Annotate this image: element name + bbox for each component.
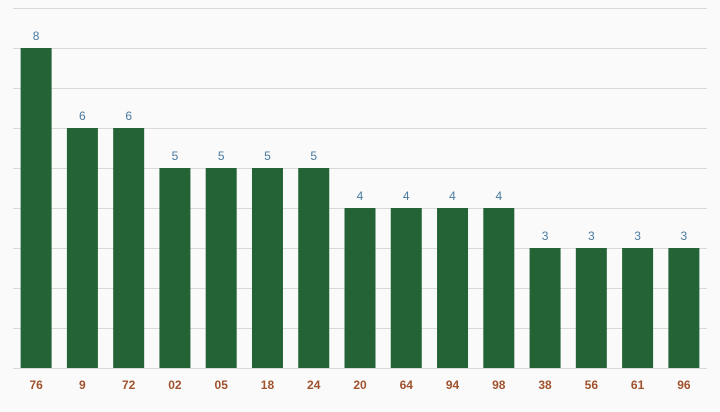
x-axis-tick-labels: 76 9 72 02 05 18 24 20 64 94 98 38 56 61 96 bbox=[29, 378, 690, 392]
bar-94[interactable] bbox=[437, 208, 469, 368]
bar-76[interactable] bbox=[20, 48, 52, 368]
x-tick-label-61: 61 bbox=[631, 378, 645, 392]
data-label-72: 6 bbox=[125, 109, 132, 123]
x-tick-label-98: 98 bbox=[492, 378, 506, 392]
x-tick-label-94: 94 bbox=[446, 378, 460, 392]
data-label-9: 6 bbox=[79, 109, 86, 123]
data-labels: 8 6 6 5 5 5 5 4 4 4 4 3 3 3 3 bbox=[33, 29, 688, 243]
data-label-98: 4 bbox=[495, 189, 502, 203]
data-label-96: 3 bbox=[681, 229, 688, 243]
data-label-02: 5 bbox=[172, 149, 179, 163]
data-label-64: 4 bbox=[403, 189, 410, 203]
x-tick-label-72: 72 bbox=[122, 378, 136, 392]
x-tick-label-20: 20 bbox=[353, 378, 367, 392]
data-label-20: 4 bbox=[357, 189, 364, 203]
bar-24[interactable] bbox=[298, 168, 330, 368]
bar-72[interactable] bbox=[113, 128, 145, 368]
data-label-18: 5 bbox=[264, 149, 271, 163]
bar-61[interactable] bbox=[622, 248, 654, 368]
x-tick-label-18: 18 bbox=[261, 378, 275, 392]
x-tick-label-9: 9 bbox=[79, 378, 86, 392]
bar-96[interactable] bbox=[668, 248, 700, 368]
data-label-56: 3 bbox=[588, 229, 595, 243]
x-tick-label-02: 02 bbox=[168, 378, 182, 392]
bar-98[interactable] bbox=[483, 208, 515, 368]
data-label-76: 8 bbox=[33, 29, 40, 43]
bar-02[interactable] bbox=[159, 168, 191, 368]
bar-64[interactable] bbox=[390, 208, 422, 368]
bars bbox=[20, 48, 700, 368]
data-label-38: 3 bbox=[542, 229, 549, 243]
x-tick-label-64: 64 bbox=[400, 378, 414, 392]
bar-56[interactable] bbox=[575, 248, 607, 368]
bar-20[interactable] bbox=[344, 208, 376, 368]
x-tick-label-96: 96 bbox=[677, 378, 691, 392]
bar-18[interactable] bbox=[251, 168, 283, 368]
x-tick-label-56: 56 bbox=[585, 378, 599, 392]
x-tick-label-38: 38 bbox=[538, 378, 552, 392]
x-tick-label-24: 24 bbox=[307, 378, 321, 392]
data-label-94: 4 bbox=[449, 189, 456, 203]
data-label-05: 5 bbox=[218, 149, 225, 163]
x-tick-label-76: 76 bbox=[29, 378, 43, 392]
bar-05[interactable] bbox=[205, 168, 237, 368]
data-label-24: 5 bbox=[310, 149, 317, 163]
bar-38[interactable] bbox=[529, 248, 561, 368]
x-tick-label-05: 05 bbox=[215, 378, 229, 392]
bar-9[interactable] bbox=[66, 128, 98, 368]
data-label-61: 3 bbox=[634, 229, 641, 243]
